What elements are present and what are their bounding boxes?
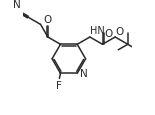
Text: N: N (13, 0, 21, 10)
Text: O: O (116, 27, 124, 37)
Text: N: N (80, 69, 88, 79)
Text: F: F (56, 81, 62, 91)
Text: HN: HN (90, 26, 105, 36)
Text: O: O (104, 29, 113, 39)
Text: O: O (44, 15, 52, 25)
